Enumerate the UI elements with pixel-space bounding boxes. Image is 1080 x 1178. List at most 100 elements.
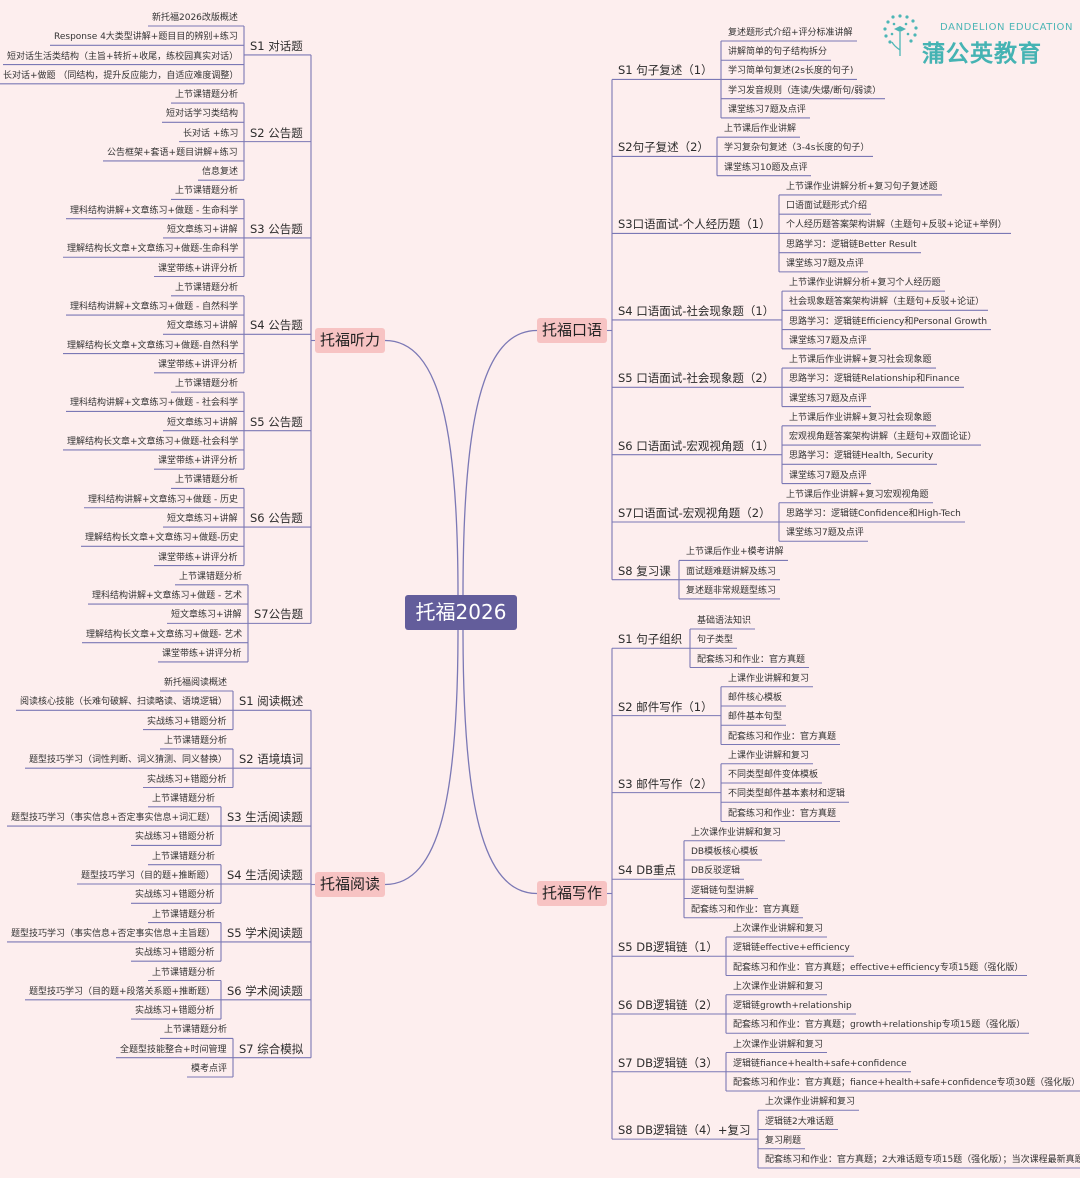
- topic-item[interactable]: 邮件核心模板: [728, 693, 783, 703]
- section-label[interactable]: S1 对话题: [250, 38, 303, 53]
- section-label[interactable]: S5 DB逻辑链（1）: [618, 940, 718, 955]
- topic-item[interactable]: 信息复述: [202, 167, 239, 178]
- topic-item[interactable]: 上节课错题分析: [175, 186, 239, 197]
- topic-item[interactable]: 课堂练习7题及点评: [786, 258, 864, 269]
- section-label[interactable]: S4 生活阅读题: [227, 868, 303, 882]
- topic-item[interactable]: 上次课作业讲解和复习: [733, 924, 824, 934]
- topic-item[interactable]: 学习复杂句复述（3-4s长度的句子）: [724, 143, 870, 154]
- topic-item[interactable]: 逻辑链effective+efficiency: [733, 943, 850, 954]
- topic-item[interactable]: 课堂带练+讲评分析: [158, 456, 238, 467]
- topic-item[interactable]: 实战练习+错题分析: [147, 774, 227, 785]
- topic-item[interactable]: 实战练习+错题分析: [135, 948, 215, 959]
- branch-node[interactable]: 托福写作: [537, 881, 607, 906]
- topic-item[interactable]: 课堂带练+讲评分析: [158, 552, 238, 563]
- topic-item[interactable]: 短文章练习+讲解: [167, 321, 238, 332]
- topic-item[interactable]: 课堂练习7题及点评: [789, 393, 867, 404]
- topic-item[interactable]: 上节课后作业+模考讲解: [686, 547, 784, 558]
- topic-item[interactable]: 模考点评: [191, 1064, 228, 1074]
- topic-item[interactable]: 实战练习+错题分析: [147, 716, 227, 727]
- topic-item[interactable]: 思路学习：逻辑链Relationship和Finance: [789, 374, 960, 385]
- topic-item[interactable]: 逻辑链2大难话题: [765, 1116, 834, 1127]
- topic-item[interactable]: DB反驳逻辑: [691, 866, 741, 877]
- section-label[interactable]: S1 句子组织: [618, 632, 683, 647]
- topic-item[interactable]: 理解结构长文章+文章练习+做题- 艺术: [86, 629, 243, 640]
- topic-item[interactable]: 思路学习：逻辑链Confidence和High-Tech: [786, 509, 961, 519]
- topic-item[interactable]: 复习刷题: [765, 1135, 802, 1146]
- topic-item[interactable]: 配套练习和作业：官方真题: [728, 808, 837, 819]
- topic-item[interactable]: 不同类型邮件变体模板: [728, 770, 819, 780]
- branch-node[interactable]: 托福听力: [315, 328, 385, 353]
- section-label[interactable]: S4 DB重点: [618, 863, 677, 878]
- topic-item[interactable]: 宏观视角题答案架构讲解（主题句+双面论证）: [789, 432, 977, 443]
- section-label[interactable]: S8 复习课: [618, 563, 671, 578]
- topic-item[interactable]: 配套练习和作业：官方真题；effective+efficiency专项15题（强…: [733, 962, 1024, 973]
- topic-item[interactable]: 口语面试题形式介绍: [786, 201, 868, 212]
- section-label[interactable]: S2句子复述（2）: [618, 140, 709, 155]
- topic-item[interactable]: 学习简单句复述(2s长度的句子): [728, 66, 854, 77]
- section-label[interactable]: S7 综合模拟: [239, 1041, 304, 1056]
- topic-item[interactable]: 理解结构长文章+文章练习+做题-历史: [85, 533, 239, 544]
- topic-item[interactable]: 公告框架+套语+题目讲解+练习: [107, 147, 238, 158]
- topic-item[interactable]: 上节课后作业讲解: [724, 124, 797, 135]
- topic-item[interactable]: 短文章练习+讲解: [167, 514, 238, 525]
- section-label[interactable]: S6 口语面试-宏观视角题（1）: [618, 438, 775, 453]
- topic-item[interactable]: 上节课错题分析: [179, 571, 243, 582]
- topic-item[interactable]: 讲解简单的句子结构拆分: [728, 47, 828, 58]
- section-label[interactable]: S3 邮件写作（2）: [618, 776, 713, 791]
- section-label[interactable]: S2 语境填词: [239, 752, 304, 767]
- topic-item[interactable]: 理科结构讲解+文章练习+做题 - 社会科学: [70, 398, 239, 409]
- branch-node[interactable]: 托福口语: [537, 318, 607, 343]
- topic-item[interactable]: 逻辑链growth+relationship: [733, 1001, 852, 1011]
- topic-item[interactable]: 上节课后作业讲解+复习宏观视角题: [786, 489, 929, 500]
- topic-item[interactable]: 上次课作业讲解和复习: [733, 1039, 824, 1050]
- section-label[interactable]: S7公告题: [254, 607, 304, 622]
- section-label[interactable]: S1 阅读概述: [239, 694, 304, 709]
- topic-item[interactable]: 上节课错题分析: [164, 1025, 228, 1036]
- topic-item[interactable]: 上节课错题分析: [152, 909, 216, 920]
- topic-item[interactable]: 学习发音规则（连读/失爆/断句/弱读）: [728, 85, 882, 96]
- topic-item[interactable]: 配套练习和作业：官方真题: [728, 731, 837, 742]
- section-label[interactable]: S5 公告题: [250, 414, 303, 429]
- topic-item[interactable]: 上节课作业讲解分析+复习个人经历题: [789, 278, 941, 289]
- topic-item[interactable]: 短文章练习+讲解: [167, 224, 238, 235]
- topic-item[interactable]: 上节课后作业讲解+复习社会现象题: [789, 355, 932, 366]
- topic-item[interactable]: 长对话 +练习: [183, 128, 239, 139]
- section-label[interactable]: S2 邮件写作（1）: [618, 699, 713, 714]
- section-label[interactable]: S7 DB逻辑链（3）: [618, 1055, 718, 1070]
- topic-item[interactable]: 句子类型: [697, 635, 734, 646]
- topic-item[interactable]: 课堂带练+讲评分析: [162, 648, 242, 659]
- section-label[interactable]: S8 DB逻辑链（4）+复习: [618, 1123, 751, 1138]
- topic-item[interactable]: 面试题难题讲解及练习: [686, 566, 777, 577]
- topic-item[interactable]: 课堂带练+讲评分析: [158, 263, 238, 274]
- topic-item[interactable]: 不同类型邮件基本素材和逻辑: [728, 789, 846, 800]
- topic-item[interactable]: 社会现象题答案架构讲解（主题句+反驳+论证）: [789, 297, 985, 308]
- topic-item[interactable]: 理解结构长文章+文章练习+做题-社会科学: [67, 436, 239, 447]
- topic-item[interactable]: 实战练习+错题分析: [135, 832, 215, 843]
- topic-item[interactable]: 上次课作业讲解和复习: [691, 827, 782, 838]
- topic-item[interactable]: 短文章练习+讲解: [167, 417, 238, 428]
- topic-item[interactable]: 理解结构长文章+文章练习+做题-生命科学: [67, 244, 239, 255]
- section-label[interactable]: S3 公告题: [250, 221, 303, 236]
- topic-item[interactable]: 配套练习和作业：官方真题；growth+relationship专项15题（强化…: [733, 1020, 1026, 1031]
- topic-item[interactable]: 新托福2026改版概述: [152, 13, 238, 23]
- root-node[interactable]: 托福2026: [405, 595, 517, 630]
- topic-item[interactable]: 上节课错题分析: [175, 282, 239, 293]
- section-label[interactable]: S5 口语面试-社会现象题（2）: [618, 371, 775, 386]
- topic-item[interactable]: 逻辑链句型讲解: [691, 885, 755, 896]
- topic-item[interactable]: Response 4大类型讲解+题目目的辨别+练习: [54, 32, 238, 43]
- topic-item[interactable]: 上次课作业讲解和复习: [765, 1097, 856, 1108]
- topic-item[interactable]: 上次课作业讲解和复习: [733, 981, 824, 992]
- section-label[interactable]: S3 生活阅读题: [227, 810, 303, 825]
- topic-item[interactable]: 上节课错题分析: [175, 475, 239, 486]
- topic-item[interactable]: 思路学习：逻辑链Better Result: [786, 239, 917, 250]
- topic-item[interactable]: 题型技巧学习（事实信息+否定事实信息+词汇题）: [11, 813, 216, 824]
- topic-item[interactable]: 实战练习+错题分析: [135, 890, 215, 901]
- topic-item[interactable]: 基础语法知识: [697, 616, 752, 626]
- topic-item[interactable]: 课堂练习7题及点评: [789, 335, 867, 346]
- topic-item[interactable]: 上节课错题分析: [175, 90, 239, 101]
- topic-item[interactable]: 短对话生活类结构（主旨+转折+收尾，练校园真实对话）: [7, 51, 239, 62]
- topic-item[interactable]: 复述题形式介绍+评分标准讲解: [728, 28, 853, 38]
- topic-item[interactable]: 配套练习和作业：官方真题；fiance+health+safe+confiden…: [733, 1078, 1080, 1088]
- topic-item[interactable]: 思路学习：逻辑链Health, Security: [789, 451, 934, 462]
- section-label[interactable]: S6 DB逻辑链（2）: [618, 998, 718, 1012]
